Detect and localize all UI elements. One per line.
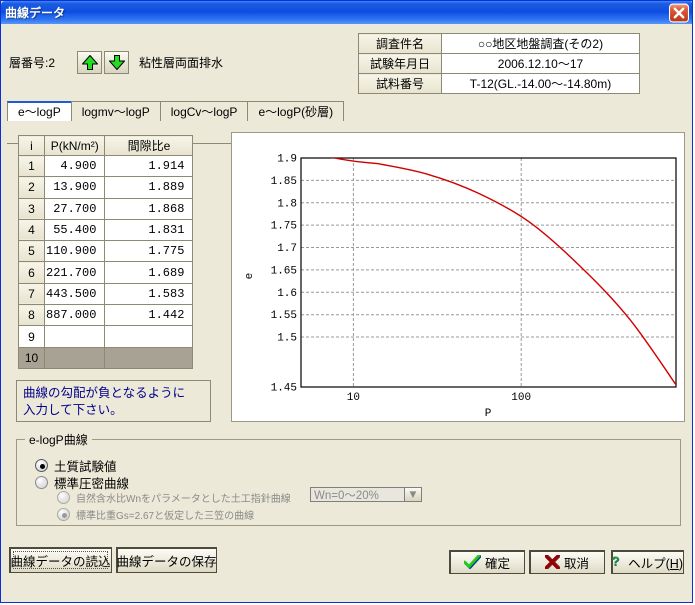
svg-text:e: e	[244, 273, 256, 280]
svg-text:1.55: 1.55	[271, 310, 297, 322]
svg-text:1.8: 1.8	[277, 198, 297, 210]
svg-text:P: P	[485, 408, 492, 420]
svg-text:1.9: 1.9	[277, 154, 297, 166]
svg-text:1.65: 1.65	[271, 265, 297, 277]
svg-text:1.6: 1.6	[277, 288, 297, 300]
svg-text:1.5: 1.5	[277, 333, 297, 345]
svg-text:10: 10	[347, 392, 360, 404]
svg-text:1.85: 1.85	[271, 176, 297, 188]
svg-text:1.7: 1.7	[277, 243, 297, 255]
svg-text:?: ?	[612, 555, 619, 569]
svg-text:1.75: 1.75	[271, 221, 297, 233]
svg-text:1.45: 1.45	[271, 383, 297, 395]
svg-text:100: 100	[511, 392, 531, 404]
